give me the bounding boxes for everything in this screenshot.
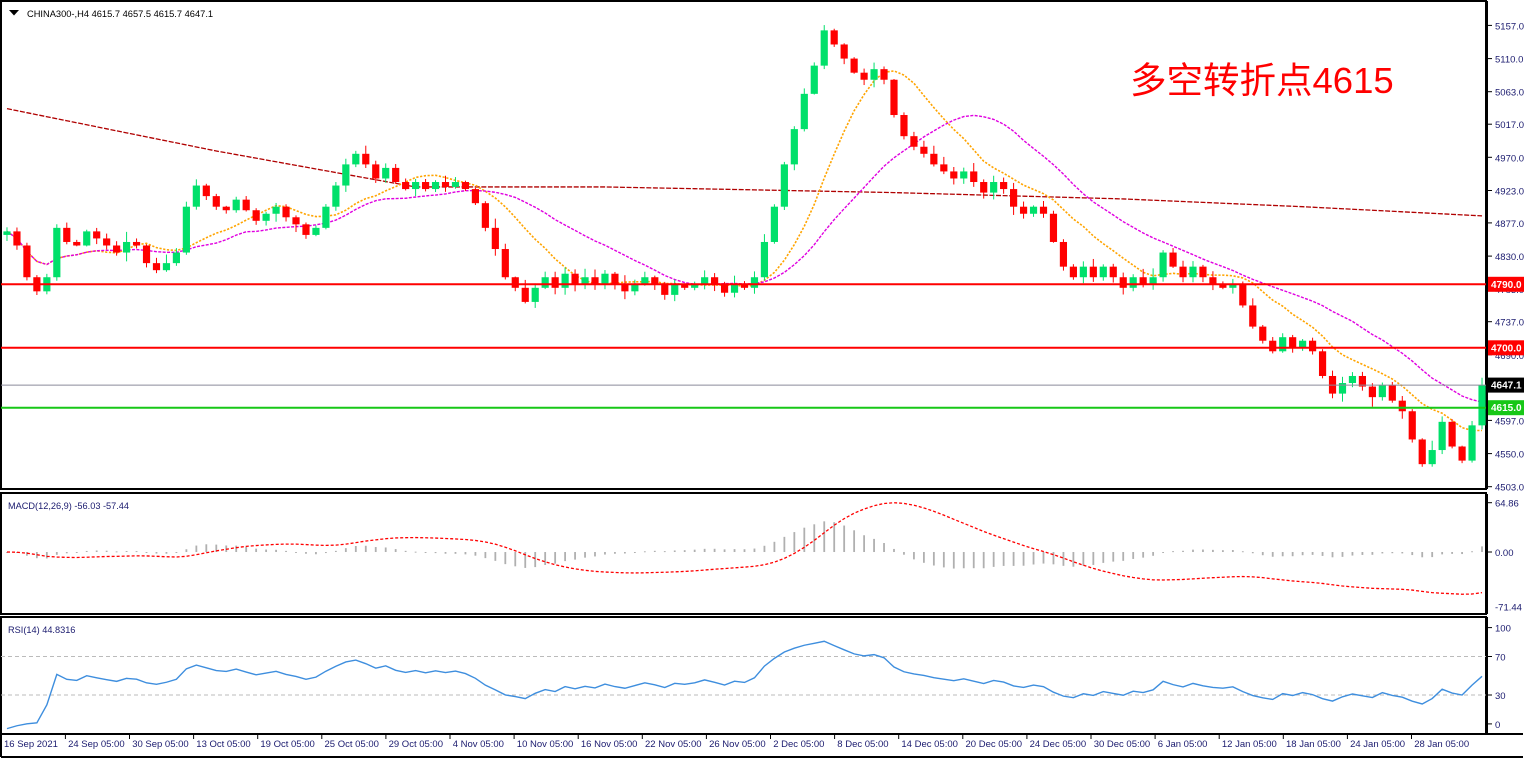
svg-text:70: 70 xyxy=(1495,653,1506,664)
svg-text:14 Dec 05:00: 14 Dec 05:00 xyxy=(901,739,958,750)
svg-text:5110.0: 5110.0 xyxy=(1495,55,1523,66)
svg-text:5017.0: 5017.0 xyxy=(1495,120,1524,131)
svg-text:4700.0: 4700.0 xyxy=(1491,343,1522,354)
svg-text:RSI(14) 44.8316: RSI(14) 44.8316 xyxy=(8,625,75,635)
svg-text:4923.0: 4923.0 xyxy=(1495,187,1524,198)
svg-text:2 Dec 05:00: 2 Dec 05:00 xyxy=(773,739,824,750)
svg-text:4737.0: 4737.0 xyxy=(1495,318,1524,329)
svg-text:29 Oct 05:00: 29 Oct 05:00 xyxy=(389,739,443,750)
svg-text:12 Jan 05:00: 12 Jan 05:00 xyxy=(1222,739,1277,750)
svg-text:100: 100 xyxy=(1495,624,1511,635)
svg-text:19 Oct 05:00: 19 Oct 05:00 xyxy=(260,739,314,750)
svg-text:0: 0 xyxy=(1495,720,1500,731)
svg-text:4550.0: 4550.0 xyxy=(1495,450,1524,461)
svg-text:20 Dec 05:00: 20 Dec 05:00 xyxy=(966,739,1023,750)
svg-text:30: 30 xyxy=(1495,691,1506,702)
svg-text:10 Nov 05:00: 10 Nov 05:00 xyxy=(517,739,574,750)
svg-text:-71.44: -71.44 xyxy=(1495,602,1522,613)
svg-text:24 Jan 05:00: 24 Jan 05:00 xyxy=(1350,739,1405,750)
svg-text:4647.1: 4647.1 xyxy=(1491,381,1522,392)
svg-text:28 Jan 05:00: 28 Jan 05:00 xyxy=(1414,739,1469,750)
svg-text:8 Dec 05:00: 8 Dec 05:00 xyxy=(837,739,888,750)
svg-text:16 Nov 05:00: 16 Nov 05:00 xyxy=(581,739,638,750)
svg-text:30 Dec 05:00: 30 Dec 05:00 xyxy=(1094,739,1151,750)
svg-text:4615.0: 4615.0 xyxy=(1491,403,1522,414)
svg-text:13 Oct 05:00: 13 Oct 05:00 xyxy=(196,739,250,750)
svg-text:4 Nov 05:00: 4 Nov 05:00 xyxy=(453,739,504,750)
svg-text:MACD(12,26,9) -56.03 -57.44: MACD(12,26,9) -56.03 -57.44 xyxy=(8,501,129,511)
svg-text:26 Nov 05:00: 26 Nov 05:00 xyxy=(709,739,766,750)
svg-text:4877.0: 4877.0 xyxy=(1495,219,1524,230)
svg-text:64.86: 64.86 xyxy=(1495,499,1519,510)
svg-text:多空转折点4615: 多空转折点4615 xyxy=(1130,60,1394,101)
svg-text:22 Nov 05:00: 22 Nov 05:00 xyxy=(645,739,702,750)
svg-text:16 Sep 2021: 16 Sep 2021 xyxy=(4,739,58,750)
svg-text:24 Dec 05:00: 24 Dec 05:00 xyxy=(1030,739,1087,750)
svg-text:5063.0: 5063.0 xyxy=(1495,88,1524,99)
svg-text:5157.0: 5157.0 xyxy=(1495,21,1524,32)
svg-text:6 Jan 05:00: 6 Jan 05:00 xyxy=(1158,739,1208,750)
svg-text:4790.0: 4790.0 xyxy=(1491,280,1522,291)
svg-text:24 Sep 05:00: 24 Sep 05:00 xyxy=(68,739,125,750)
svg-text:4597.0: 4597.0 xyxy=(1495,416,1524,427)
svg-text:30 Sep 05:00: 30 Sep 05:00 xyxy=(132,739,189,750)
svg-text:4503.0: 4503.0 xyxy=(1495,483,1524,494)
svg-text:4830.0: 4830.0 xyxy=(1495,252,1524,263)
svg-text:4970.0: 4970.0 xyxy=(1495,153,1524,164)
svg-text:CHINA300-,H4 4615.7 4657.5 4: CHINA300-,H4 4615.7 4657.5 4615.7 4647.1 xyxy=(27,9,213,19)
svg-text:18 Jan 05:00: 18 Jan 05:00 xyxy=(1286,739,1341,750)
svg-text:25 Oct 05:00: 25 Oct 05:00 xyxy=(325,739,379,750)
svg-text:0.00: 0.00 xyxy=(1495,548,1514,559)
